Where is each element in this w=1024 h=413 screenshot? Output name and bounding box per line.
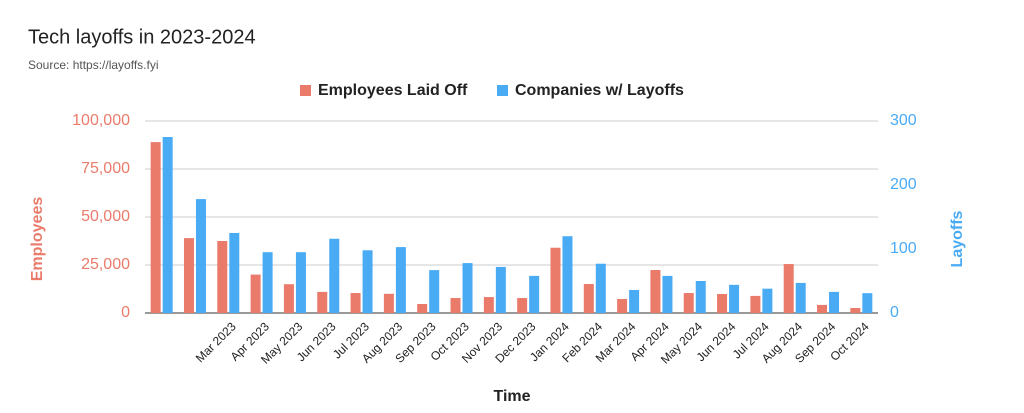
bar (529, 275, 540, 313)
bar (195, 199, 206, 313)
bar (862, 293, 873, 313)
bar (617, 298, 628, 313)
bar (383, 293, 394, 313)
chart-subtitle: Source: https://layoffs.fyi (28, 58, 159, 72)
bar (150, 142, 161, 313)
y2-tick-label: 300 (890, 112, 917, 129)
y-tick-label: 50,000 (81, 208, 130, 225)
bar (595, 263, 606, 313)
y-axis-title: Employees (29, 197, 46, 282)
bar (483, 297, 494, 313)
bar (650, 269, 661, 313)
chart-title: Tech layoffs in 2023-2024 (28, 26, 256, 48)
bar (450, 298, 461, 313)
bar (329, 238, 340, 313)
bar (229, 233, 240, 313)
y2-tick-label: 0 (890, 304, 899, 321)
y-tick-label: 100,000 (72, 112, 130, 129)
x-axis-title: Time (493, 388, 530, 405)
bar (562, 236, 573, 313)
y2-tick-label: 200 (890, 176, 917, 193)
bar (162, 137, 173, 313)
legend-swatch (497, 85, 508, 96)
bar (283, 284, 294, 313)
legend-label: Companies w/ Layoffs (515, 82, 684, 99)
bar (183, 238, 194, 313)
bar (629, 289, 640, 313)
bar (517, 298, 528, 313)
legend-label: Employees Laid Off (318, 82, 468, 99)
bar (350, 293, 361, 313)
bar (495, 266, 506, 313)
bar (217, 241, 228, 313)
bar (817, 304, 828, 313)
bar (362, 250, 373, 313)
bar (850, 308, 861, 313)
bar (429, 270, 440, 313)
legend-swatch (300, 85, 311, 96)
bar (395, 247, 406, 313)
bar (250, 274, 261, 313)
y-tick-label: 25,000 (81, 256, 130, 273)
bar (662, 275, 673, 313)
y2-tick-label: 100 (890, 240, 917, 257)
bar (729, 284, 740, 313)
bar (417, 303, 428, 313)
bar (829, 291, 840, 313)
y-tick-label: 75,000 (81, 160, 130, 177)
bar (683, 293, 694, 313)
bar (550, 247, 561, 313)
y-tick-label: 0 (121, 304, 130, 321)
bar (295, 252, 306, 313)
bar (795, 282, 806, 313)
bar (583, 284, 594, 313)
bar (262, 252, 273, 313)
bar (695, 281, 706, 313)
bar (750, 295, 761, 313)
bar (762, 288, 773, 313)
bar (783, 264, 794, 313)
bar (717, 293, 728, 313)
y2-axis-title: Layoffs (949, 210, 966, 267)
bar (317, 291, 328, 313)
bar (462, 263, 473, 313)
